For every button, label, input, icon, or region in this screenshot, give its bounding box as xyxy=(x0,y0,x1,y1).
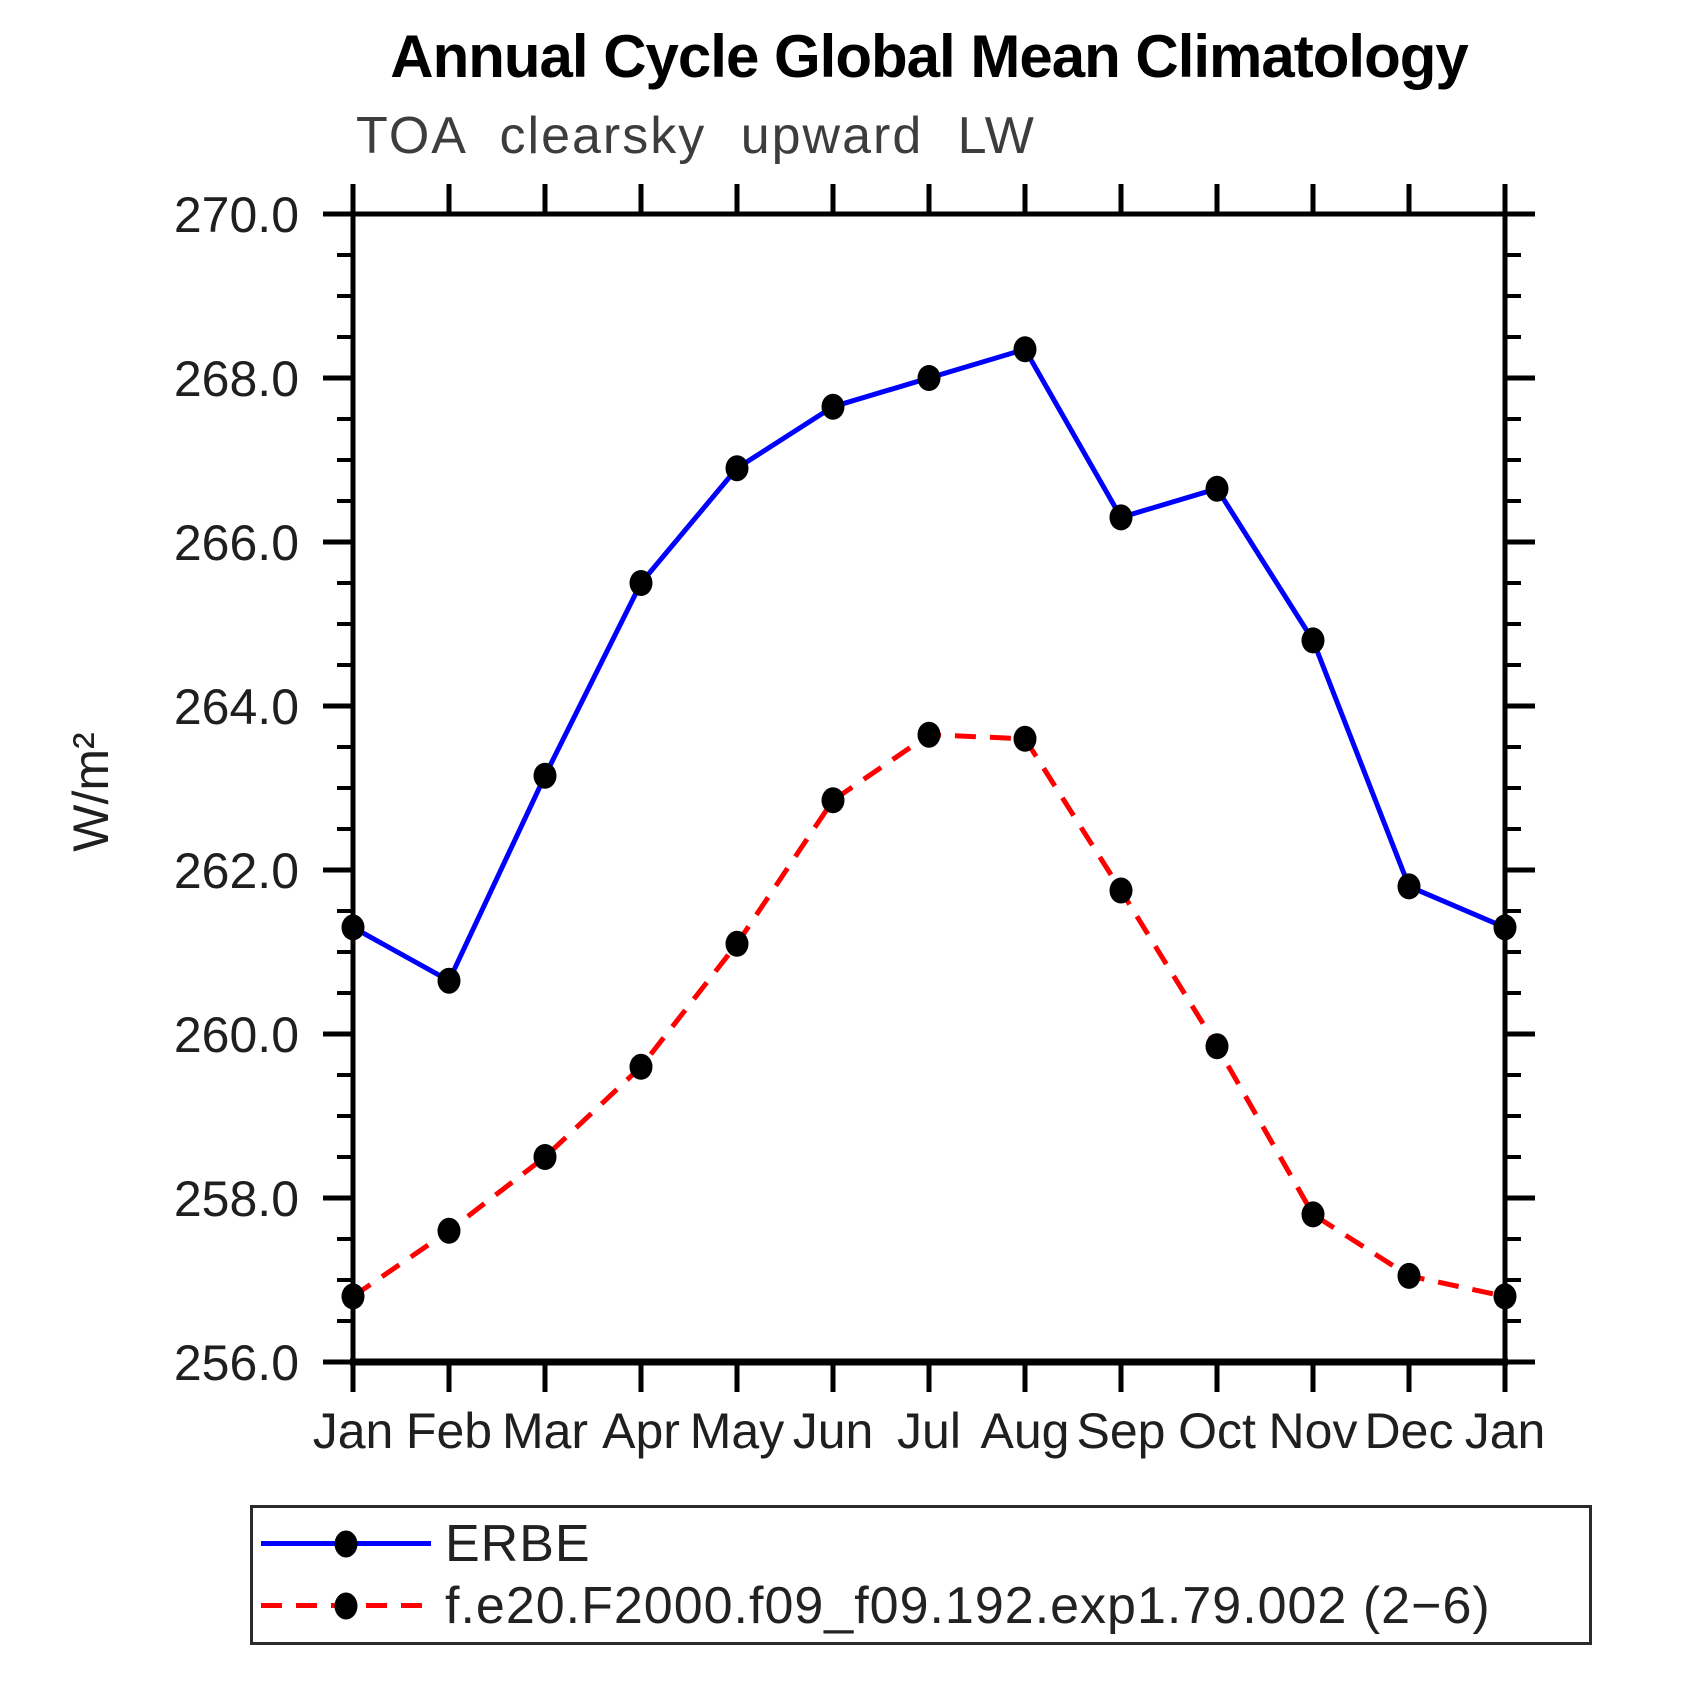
data-point-marker xyxy=(629,570,653,596)
axis-spines xyxy=(350,211,1508,1366)
y-tick-label: 264.0 xyxy=(174,679,299,735)
data-point-marker xyxy=(1397,873,1421,900)
data-point-marker xyxy=(917,365,941,391)
data-point-marker xyxy=(437,1217,461,1244)
data-point-marker xyxy=(341,914,365,941)
month-label: Jul xyxy=(897,1403,961,1459)
data-point-markers xyxy=(341,336,1517,1310)
month-label: Oct xyxy=(1178,1403,1256,1459)
data-point-marker xyxy=(1301,1201,1325,1228)
y-tick-label: 268.0 xyxy=(174,351,299,407)
data-point-marker xyxy=(1013,725,1037,752)
month-label: May xyxy=(690,1403,784,1459)
month-label: Mar xyxy=(502,1403,588,1459)
data-point-marker xyxy=(1493,914,1517,941)
legend-marker-dot-icon xyxy=(334,1592,358,1620)
data-point-marker xyxy=(437,967,461,994)
month-label: Nov xyxy=(1269,1403,1358,1459)
data-point-marker xyxy=(1493,1283,1517,1310)
y-tick-label: 266.0 xyxy=(174,515,299,571)
month-label: Jan xyxy=(1465,1403,1546,1459)
series-line-0 xyxy=(351,346,1506,985)
legend-row-model: f.e20.F2000.f09_f09.192.exp1.79.002 (2−6… xyxy=(261,1577,1589,1635)
y-tick-label: 270.0 xyxy=(174,187,299,243)
data-point-marker xyxy=(1205,1033,1229,1060)
legend-label-erbe: ERBE xyxy=(445,1515,591,1574)
month-label: Sep xyxy=(1077,1403,1166,1459)
data-point-marker xyxy=(629,1053,653,1080)
y-tick-label: 260.0 xyxy=(174,1007,299,1063)
series-lines xyxy=(351,346,1506,1299)
data-point-marker xyxy=(917,721,941,748)
month-label: Jun xyxy=(793,1403,874,1459)
month-label: Dec xyxy=(1365,1403,1454,1459)
data-point-marker xyxy=(1109,504,1133,531)
data-point-marker xyxy=(821,787,845,814)
axis-ticks xyxy=(323,184,1535,1392)
legend-swatch-dashed-line-icon xyxy=(261,1591,431,1621)
data-point-marker xyxy=(1301,627,1325,654)
y-tick-label: 262.0 xyxy=(174,843,299,899)
data-point-marker xyxy=(1205,475,1229,502)
legend-row-erbe: ERBE xyxy=(261,1515,1589,1573)
month-label: Feb xyxy=(406,1403,492,1459)
axis-tick-labels: 256.0 258.0 260.0 262.0 264.0 266.0 268.0 270.0… xyxy=(174,187,1545,1459)
month-label: Jan xyxy=(313,1403,394,1459)
data-point-marker xyxy=(533,762,557,789)
legend: ERBE f.e20.F2000.f09_f09.192.exp1.79.002… xyxy=(250,1505,1592,1645)
y-axis-label: W/m² xyxy=(63,732,119,851)
data-point-marker xyxy=(1109,877,1133,904)
data-point-marker xyxy=(725,930,749,957)
y-tick-label: 258.0 xyxy=(174,1171,299,1227)
data-point-marker xyxy=(341,1283,365,1310)
legend-label-model: f.e20.F2000.f09_f09.192.exp1.79.002 (2−6… xyxy=(445,1576,1491,1635)
legend-marker-dot-icon xyxy=(334,1530,358,1558)
data-point-marker xyxy=(533,1144,557,1170)
y-tick-label: 256.0 xyxy=(174,1335,299,1391)
data-point-marker xyxy=(821,393,845,420)
data-point-marker xyxy=(725,455,749,482)
chart-title: Annual Cycle Global Mean Climatology xyxy=(390,23,1469,90)
legend-swatch-solid-line-icon xyxy=(261,1529,431,1559)
month-label: Aug xyxy=(981,1403,1070,1459)
data-point-marker xyxy=(1013,336,1037,363)
chart-subtitle: TOA clearsky upward LW xyxy=(356,107,1036,165)
data-point-marker xyxy=(1397,1262,1421,1289)
month-label: Apr xyxy=(602,1403,680,1459)
